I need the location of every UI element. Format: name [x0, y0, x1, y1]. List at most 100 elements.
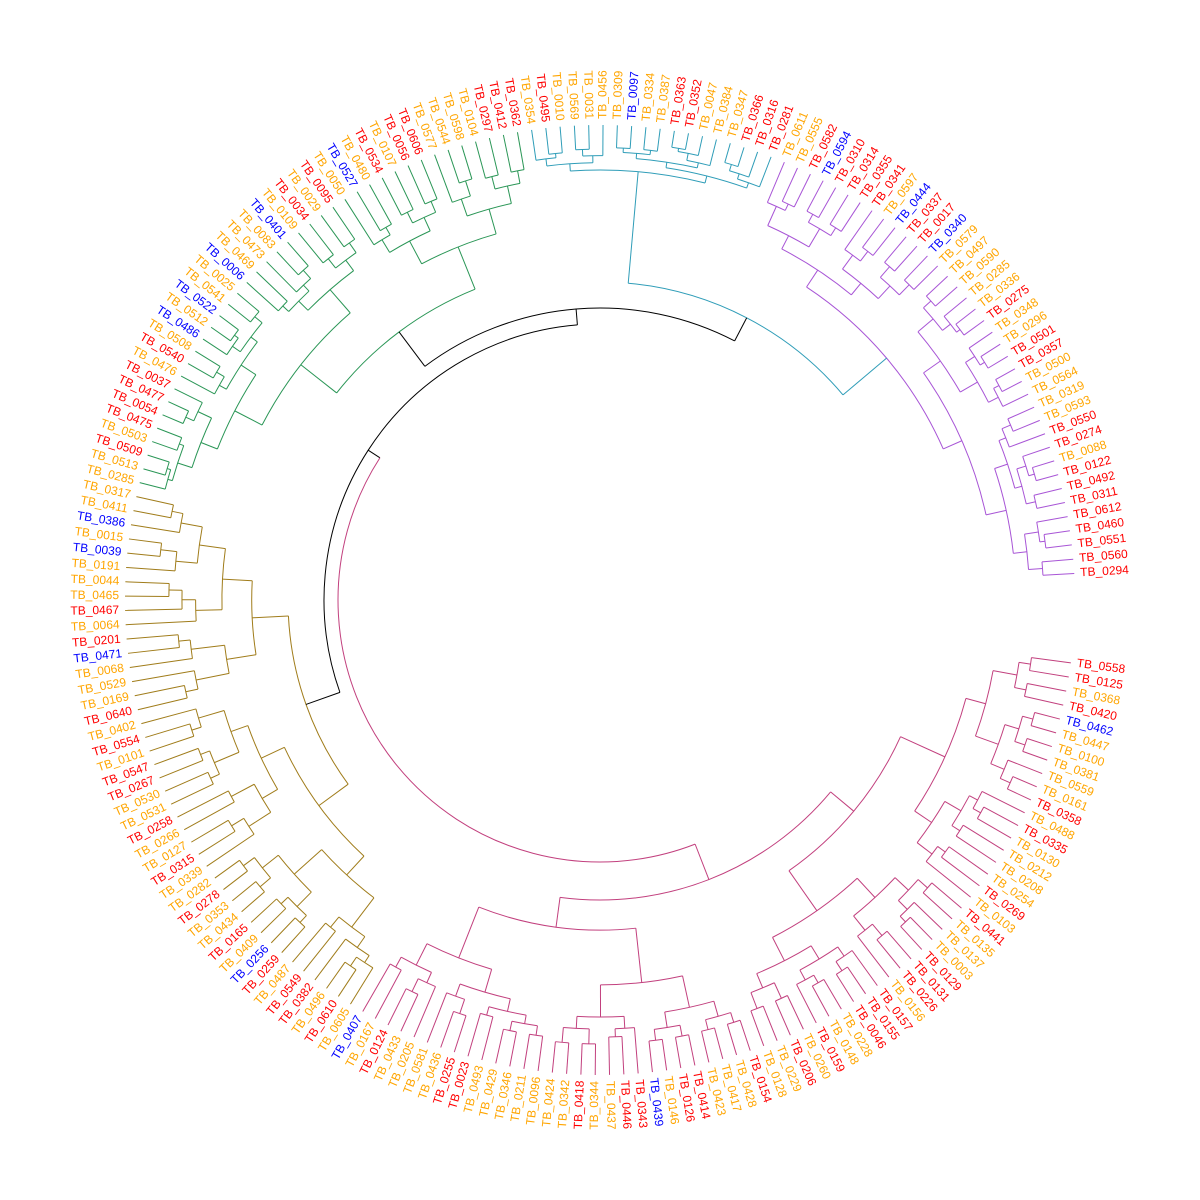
- branch-radial: [318, 783, 349, 807]
- branch-radial: [250, 898, 277, 923]
- branch-radial: [164, 771, 209, 792]
- branch-radial: [261, 746, 285, 759]
- branch-radial: [394, 171, 414, 210]
- branch-radial: [305, 691, 341, 705]
- branch-radial: [748, 151, 759, 178]
- branch-radial: [356, 191, 381, 231]
- branch-radial: [963, 320, 985, 336]
- branch-arc: [405, 988, 419, 995]
- branch-radial: [844, 210, 873, 250]
- branch-radial: [330, 916, 340, 928]
- branch-radial: [972, 808, 981, 814]
- branch-radial: [701, 1031, 710, 1063]
- branch-radial: [413, 986, 436, 1038]
- tip-label: TB_0465: [70, 588, 119, 602]
- branch-radial: [545, 128, 550, 155]
- branch-radial: [234, 410, 263, 426]
- branch-radial: [1026, 738, 1052, 748]
- branch-radial: [381, 239, 391, 253]
- branch-radial: [993, 385, 1000, 389]
- branch-radial: [886, 930, 912, 960]
- branch-radial: [381, 177, 402, 216]
- branch-arc: [1022, 456, 1030, 476]
- branch-radial: [724, 143, 731, 163]
- branch-arc: [686, 159, 711, 167]
- branch-radial: [214, 859, 240, 879]
- branch-radial: [1029, 670, 1069, 678]
- branch-arc: [955, 824, 964, 837]
- branch-radial: [177, 790, 229, 818]
- branch-arc: [344, 961, 357, 971]
- branch-radial: [853, 915, 866, 931]
- branch-arc: [373, 234, 391, 246]
- branch-radial: [784, 203, 789, 211]
- branch-radial: [461, 145, 473, 180]
- branch-radial: [818, 187, 837, 218]
- branch-radial: [981, 791, 1025, 814]
- branch-radial: [983, 806, 1019, 826]
- branch-radial: [293, 849, 322, 875]
- branch-radial: [407, 165, 426, 205]
- branch-radial: [210, 326, 231, 342]
- branch-radial: [1022, 750, 1048, 761]
- branch-radial: [705, 1019, 709, 1030]
- branch-radial: [944, 800, 962, 812]
- tip-labels: TB_0558TB_0125TB_0368TB_0420TB_0462TB_04…: [70, 70, 1129, 1130]
- branch-radial: [227, 303, 251, 323]
- branch-radial: [806, 269, 819, 288]
- branch-radial: [130, 524, 180, 534]
- branch-radial: [141, 708, 197, 725]
- tip-label: TB_0294: [1080, 563, 1130, 580]
- branch-radial: [191, 726, 202, 731]
- tip-label: TB_0342: [555, 1079, 572, 1129]
- tip-label: TB_0010: [549, 72, 567, 122]
- branch-radial: [457, 246, 476, 290]
- tip-label: TB_0424: [539, 1077, 558, 1127]
- branch-radial: [299, 915, 307, 923]
- branch-radial: [276, 251, 299, 276]
- branch-radial: [475, 141, 486, 179]
- branch-radial: [154, 747, 199, 766]
- branch-arc: [767, 202, 786, 211]
- branch-arc: [1014, 716, 1024, 742]
- branch-radial: [302, 269, 312, 279]
- branch-radial: [506, 185, 512, 204]
- branch-radial: [327, 258, 337, 269]
- branch-arc: [307, 270, 354, 311]
- branch-radial: [126, 566, 176, 572]
- branch-arc: [400, 956, 432, 973]
- branch-radial: [555, 897, 561, 928]
- branch-radial: [400, 994, 419, 1032]
- branch-radial: [206, 833, 255, 867]
- branch-radial: [551, 1041, 556, 1073]
- branch-radial: [175, 560, 198, 564]
- branch-arc: [239, 860, 248, 872]
- branch-radial: [168, 401, 189, 412]
- branch-radial: [296, 891, 312, 907]
- branch-radial: [813, 974, 819, 984]
- branch-radial: [180, 375, 215, 395]
- branch-radial: [575, 1016, 578, 1029]
- branch-radial: [994, 463, 1008, 469]
- branch-radial: [222, 578, 253, 582]
- branch-radial: [1024, 531, 1039, 535]
- branch-radial: [665, 162, 668, 168]
- branch-radial: [523, 1034, 530, 1069]
- branch-radial: [1045, 544, 1072, 549]
- branch-arc: [401, 208, 414, 216]
- branch-arc: [337, 457, 696, 863]
- branch-radial: [303, 930, 336, 972]
- branch-radial: [231, 817, 245, 827]
- branch-radial: [682, 975, 690, 1008]
- branch-radial: [956, 329, 961, 333]
- tip-label: TB_0068: [75, 661, 126, 682]
- branch-radial: [955, 308, 976, 325]
- branch-radial: [575, 308, 578, 325]
- tip-label: TB_0437: [603, 1081, 618, 1130]
- branch-radial: [200, 442, 218, 450]
- branch-arc: [197, 748, 204, 761]
- branch-radial: [653, 1029, 657, 1041]
- branch-arc: [207, 772, 214, 785]
- branch-radial: [491, 176, 496, 190]
- branch-radial: [709, 139, 717, 166]
